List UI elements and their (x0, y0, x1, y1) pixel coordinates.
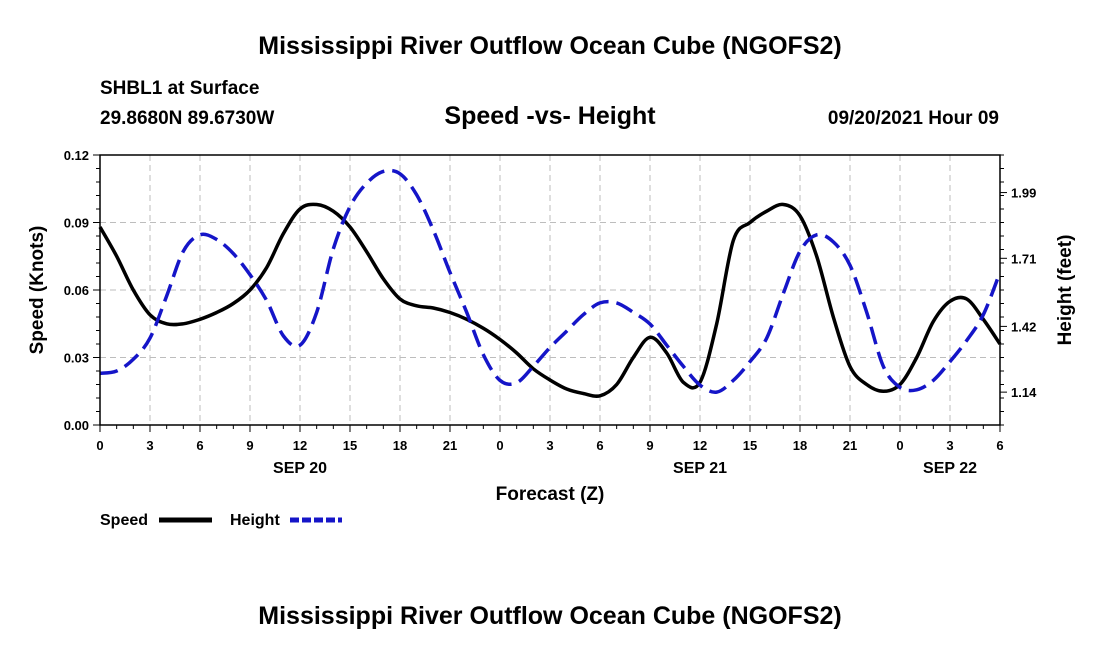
x-tick-label: 6 (596, 438, 603, 453)
legend: Speed Height (100, 512, 342, 529)
y-tick-label: 0.06 (64, 283, 89, 298)
station-label: SHBL1 at Surface (100, 78, 259, 99)
legend-speed-label: Speed (100, 512, 148, 529)
forecast-datetime: 09/20/2021 Hour 09 (828, 108, 999, 129)
x-tick-label: 0 (96, 438, 103, 453)
y2-tick-label: 1.71 (1011, 251, 1036, 266)
coordinates-label: 29.8680N 89.6730W (100, 108, 274, 129)
page-title-bottom: Mississippi River Outflow Ocean Cube (NG… (258, 602, 841, 630)
x-tick-label: 12 (293, 438, 307, 453)
x-tick-label: 6 (196, 438, 203, 453)
y2-tick-label: 1.99 (1011, 186, 1036, 201)
date-label: SEP 21 (673, 460, 727, 477)
x-tick-label: 15 (743, 438, 757, 453)
y-tick-label: 0.12 (64, 148, 89, 163)
axis-ticks (93, 154, 1007, 432)
x-tick-label: 3 (946, 438, 953, 453)
x-tick-label: 21 (843, 438, 857, 453)
y2-tick-label: 1.42 (1011, 319, 1036, 334)
series-line-speed (98, 202, 1002, 398)
y-axis-title: Speed (Knots) (27, 226, 48, 355)
page-title-top: Mississippi River Outflow Ocean Cube (NG… (258, 32, 841, 60)
date-label: SEP 20 (273, 460, 327, 477)
x-tick-label: 3 (146, 438, 153, 453)
x-tick-label: 9 (646, 438, 653, 453)
x-tick-label: 18 (393, 438, 407, 453)
y2-tick-label: 1.14 (1011, 385, 1037, 400)
x-tick-label: 3 (546, 438, 553, 453)
x-tick-label: 15 (343, 438, 357, 453)
date-label: SEP 22 (923, 460, 977, 477)
x-tick-label: 6 (996, 438, 1003, 453)
x-tick-label: 12 (693, 438, 707, 453)
series-line-height (99, 168, 1002, 394)
y-tick-label: 0.03 (64, 351, 89, 366)
x-tick-label: 0 (496, 438, 503, 453)
tick-labels: 0 3 6 9 12 15 18 21 0 3 6 9 12 15 18 21 0 3 6 SEP 20 SEP 21 S… (64, 148, 1037, 477)
chart-title: Speed -vs- Height (444, 102, 656, 130)
x-tick-label: 0 (896, 438, 903, 453)
x-tick-label: 9 (246, 438, 253, 453)
y2-axis-title: Height (feet) (1055, 235, 1076, 346)
series-lines (98, 168, 1002, 398)
y-tick-label: 0.09 (64, 216, 89, 231)
x-axis-title: Forecast (Z) (496, 484, 605, 505)
legend-height-label: Height (230, 512, 280, 529)
y-tick-label: 0.00 (64, 418, 89, 433)
x-tick-label: 21 (443, 438, 457, 453)
x-tick-label: 18 (793, 438, 807, 453)
